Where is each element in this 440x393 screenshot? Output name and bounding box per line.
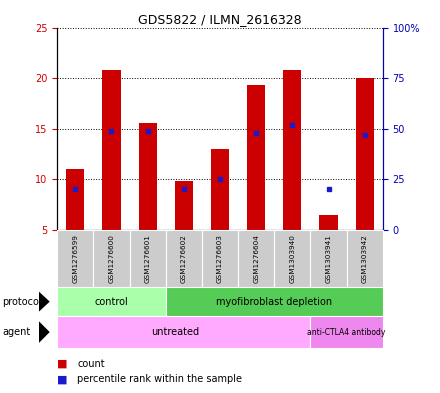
Polygon shape bbox=[39, 321, 50, 343]
Bar bbox=[139, 123, 157, 230]
Text: GSM1303940: GSM1303940 bbox=[290, 235, 295, 283]
Text: protocol: protocol bbox=[2, 297, 42, 307]
Bar bbox=[211, 149, 229, 230]
Title: GDS5822 / ILMN_2616328: GDS5822 / ILMN_2616328 bbox=[138, 13, 302, 26]
Text: agent: agent bbox=[2, 327, 30, 337]
Bar bbox=[129, 230, 166, 287]
Bar bbox=[57, 287, 166, 316]
Bar bbox=[66, 169, 84, 230]
Text: ■: ■ bbox=[57, 358, 68, 369]
Text: ■: ■ bbox=[57, 374, 68, 384]
Text: control: control bbox=[95, 297, 128, 307]
Text: GSM1276601: GSM1276601 bbox=[145, 235, 150, 283]
Bar bbox=[311, 316, 383, 348]
Text: anti-CTLA4 antibody: anti-CTLA4 antibody bbox=[308, 328, 386, 336]
Bar bbox=[274, 230, 311, 287]
Text: untreated: untreated bbox=[151, 327, 199, 337]
Bar bbox=[202, 230, 238, 287]
Text: GSM1276603: GSM1276603 bbox=[217, 235, 223, 283]
Bar bbox=[103, 70, 121, 230]
Text: count: count bbox=[77, 358, 105, 369]
Bar bbox=[175, 181, 193, 230]
Bar bbox=[166, 287, 383, 316]
Text: GSM1303941: GSM1303941 bbox=[326, 235, 331, 283]
Bar bbox=[247, 85, 265, 230]
Text: percentile rank within the sample: percentile rank within the sample bbox=[77, 374, 242, 384]
Polygon shape bbox=[39, 292, 50, 312]
Text: GSM1303942: GSM1303942 bbox=[362, 235, 368, 283]
Bar bbox=[283, 70, 301, 230]
Bar bbox=[166, 230, 202, 287]
Bar bbox=[356, 78, 374, 230]
Text: GSM1276604: GSM1276604 bbox=[253, 235, 259, 283]
Text: GSM1276602: GSM1276602 bbox=[181, 235, 187, 283]
Text: GSM1276599: GSM1276599 bbox=[72, 235, 78, 283]
Text: GSM1276600: GSM1276600 bbox=[109, 235, 114, 283]
Bar bbox=[57, 316, 311, 348]
Bar bbox=[93, 230, 129, 287]
Bar bbox=[238, 230, 274, 287]
Bar bbox=[57, 230, 93, 287]
Bar bbox=[347, 230, 383, 287]
Bar bbox=[311, 230, 347, 287]
Text: myofibroblast depletion: myofibroblast depletion bbox=[216, 297, 332, 307]
Bar bbox=[319, 215, 337, 230]
